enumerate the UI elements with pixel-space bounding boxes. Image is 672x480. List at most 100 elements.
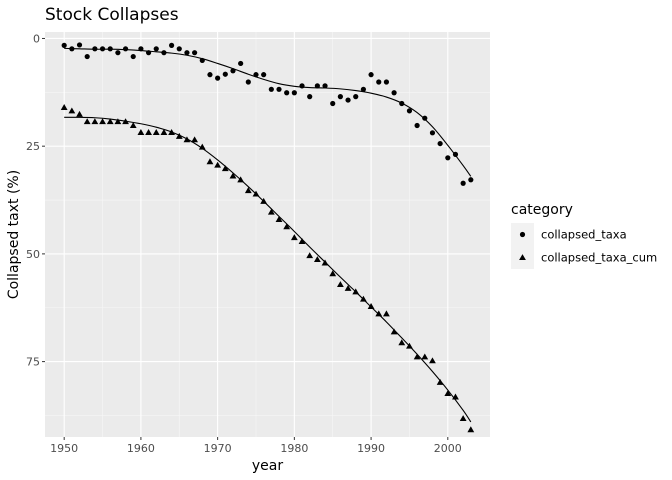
data-point (330, 100, 336, 107)
data-point (345, 97, 351, 103)
data-point (283, 223, 291, 230)
data-point (368, 72, 374, 78)
data-point (221, 165, 229, 172)
data-point (337, 94, 343, 100)
data-point (445, 155, 451, 161)
data-point (314, 83, 320, 89)
data-point (383, 79, 390, 85)
data-point (145, 128, 152, 135)
data-point (360, 86, 367, 92)
data-point (307, 94, 313, 100)
data-point (268, 86, 274, 92)
data-point (145, 50, 152, 56)
data-point (161, 50, 167, 56)
data-point (207, 72, 213, 78)
data-point (214, 161, 222, 168)
data-point (390, 328, 398, 335)
data-point (237, 176, 245, 183)
data-point (107, 46, 113, 52)
data-point (229, 172, 237, 179)
data-point (375, 310, 383, 317)
data-point (468, 177, 474, 183)
data-point (91, 118, 99, 125)
data-point (376, 79, 382, 85)
x-tick-label: 1980 (280, 442, 308, 455)
data-point (353, 94, 359, 100)
data-point (76, 42, 83, 48)
x-tick-label: 1990 (357, 442, 385, 455)
data-point (352, 288, 360, 295)
data-point (261, 72, 267, 78)
data-point (452, 393, 459, 400)
data-point (383, 310, 390, 317)
data-point (83, 118, 91, 125)
legend-item: collapsed_taxa_cum (511, 246, 657, 269)
data-point (137, 128, 145, 135)
data-point (429, 357, 436, 364)
data-point (106, 118, 114, 125)
data-point (322, 83, 328, 89)
data-point (152, 128, 160, 135)
data-point (459, 415, 467, 422)
x-tick-label: 1970 (204, 442, 232, 455)
data-point (421, 353, 429, 360)
data-point (138, 46, 144, 52)
data-point (437, 140, 443, 147)
data-point (313, 256, 321, 263)
data-point (199, 57, 205, 64)
data-point (99, 118, 106, 125)
data-point (276, 86, 282, 92)
data-point (291, 90, 297, 96)
series-collapsed_taxa (61, 42, 474, 186)
data-points (60, 42, 475, 433)
y-tick-label: 50 (26, 248, 40, 261)
data-point (99, 46, 106, 52)
x-axis-title: year (252, 458, 283, 474)
data-point (175, 132, 183, 139)
data-point (245, 79, 251, 85)
data-point (367, 303, 375, 310)
data-point (222, 71, 228, 77)
data-point (413, 353, 421, 360)
legend-label: collapsed_taxa (541, 228, 627, 242)
data-point (398, 339, 406, 346)
legend: category collapsed_taxa collapsed_taxa_cu… (511, 202, 657, 269)
x-tick-label: 2000 (434, 442, 462, 455)
data-point (153, 46, 159, 52)
data-point (244, 187, 252, 194)
data-point (114, 118, 122, 125)
data-point (122, 46, 129, 52)
y-axis-title: Collapsed taxt (%) (6, 170, 22, 299)
x-tick-label: 1960 (127, 442, 155, 455)
data-point (298, 237, 306, 244)
y-tick-label: 75 (26, 356, 40, 369)
data-point (406, 342, 413, 349)
data-point (399, 100, 405, 107)
data-point (360, 295, 367, 302)
data-point (329, 270, 337, 277)
data-point (344, 284, 352, 291)
data-point (92, 46, 98, 52)
data-point (406, 108, 413, 114)
data-point (168, 42, 175, 48)
smooth-line-collapsed_taxa (64, 47, 472, 177)
data-point (252, 190, 260, 197)
legend-title: category (511, 202, 573, 218)
data-point (306, 252, 314, 259)
data-point (467, 426, 475, 433)
data-point (230, 68, 236, 74)
data-point (191, 136, 199, 143)
data-point (267, 208, 275, 215)
legend-marker (519, 231, 526, 238)
data-point (275, 216, 283, 222)
y-tick-label: 0 (33, 32, 40, 45)
data-point (253, 72, 259, 78)
legend-item: collapsed_taxa (511, 223, 627, 246)
data-point (198, 143, 206, 150)
y-tick-label: 25 (26, 140, 40, 153)
data-point (84, 53, 90, 60)
data-point (206, 158, 214, 165)
data-point (436, 378, 444, 385)
data-point (290, 234, 298, 241)
